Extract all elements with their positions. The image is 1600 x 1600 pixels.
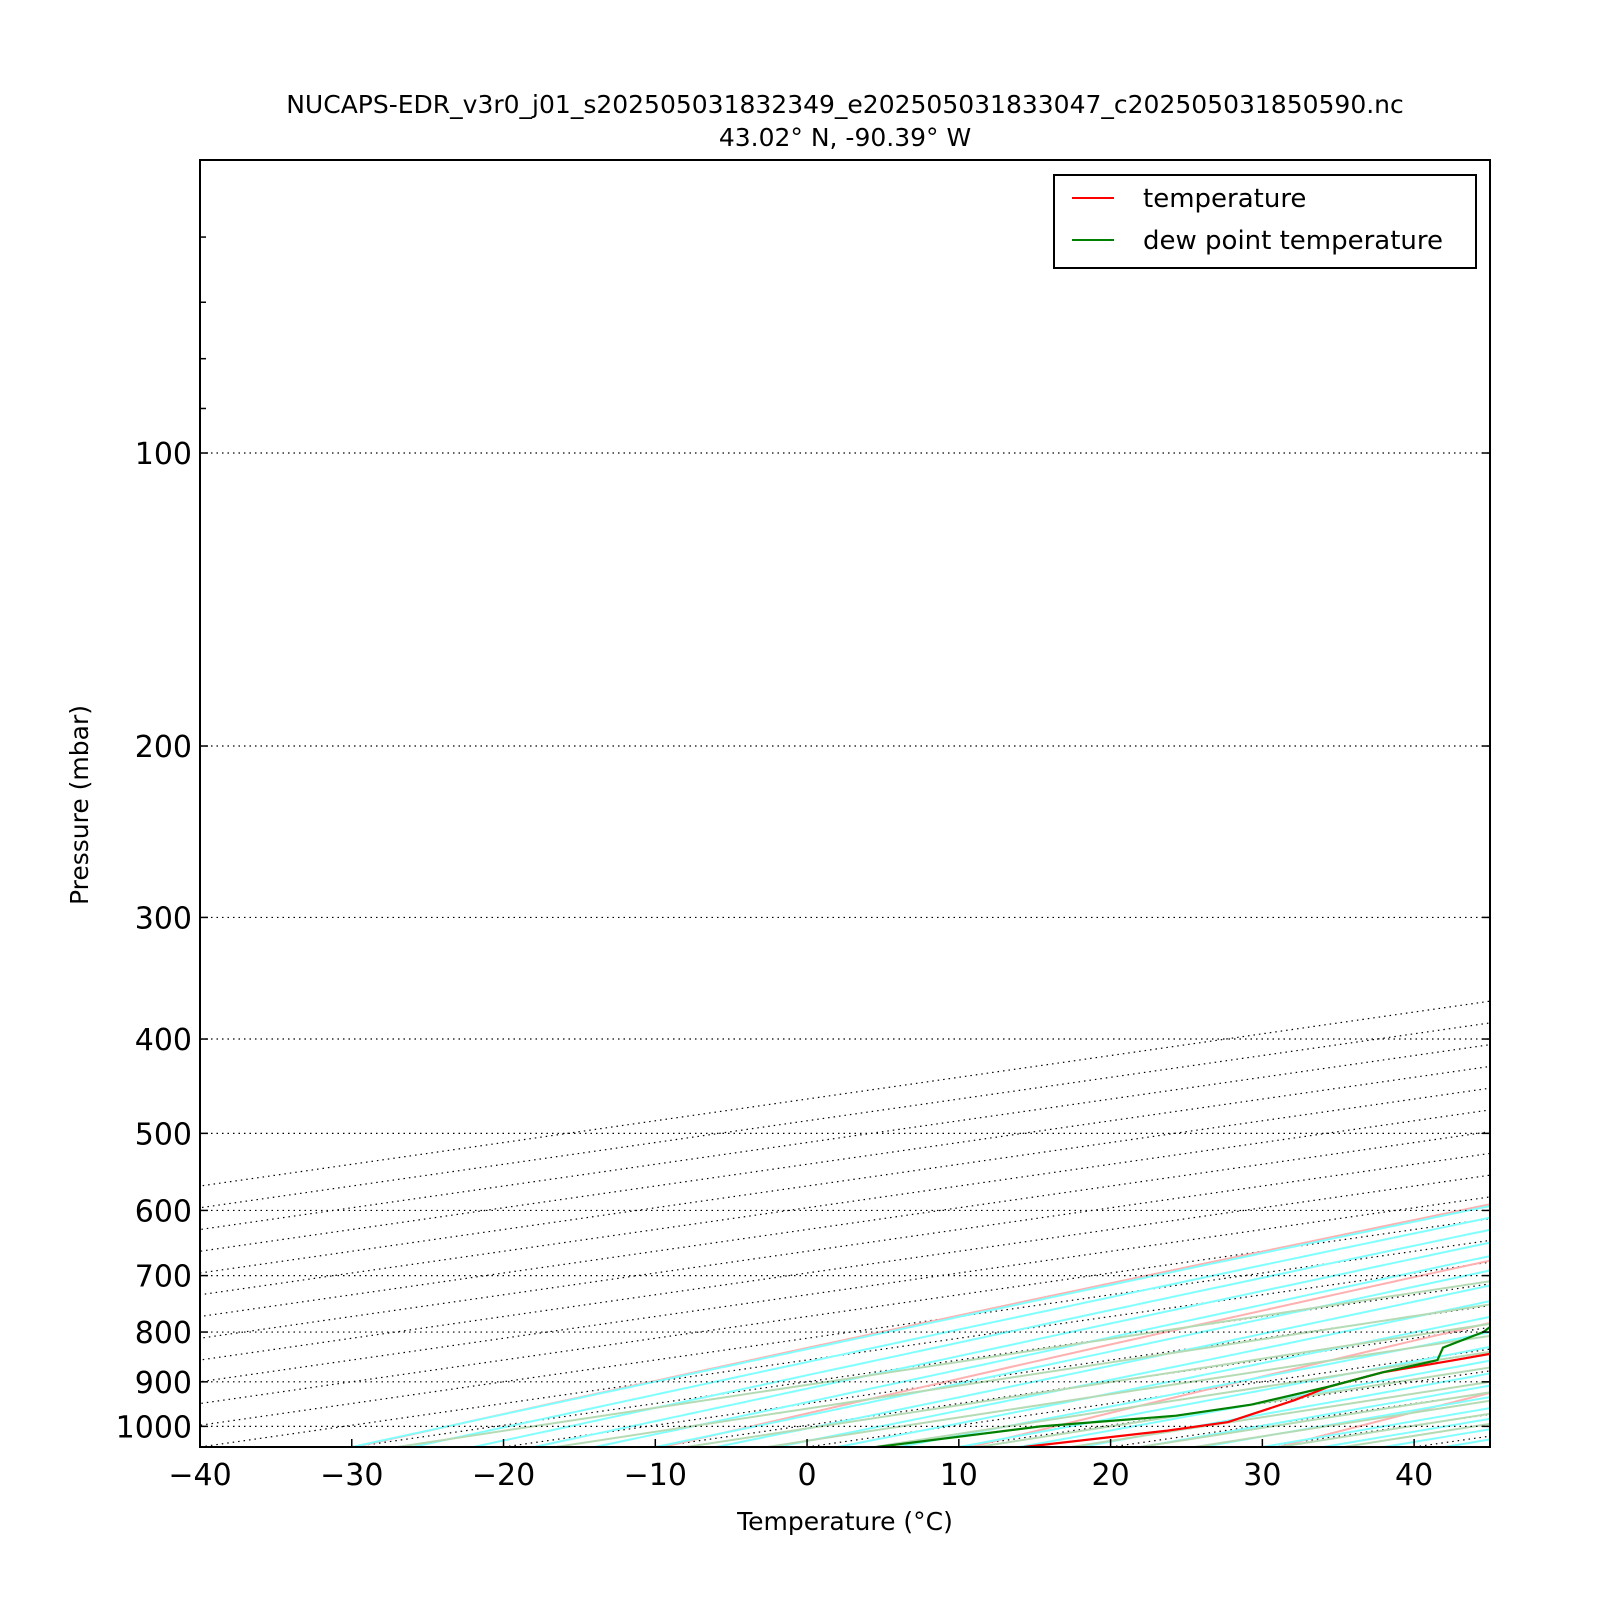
y-tick-label: 300 (135, 901, 192, 936)
dry-adiabat-line (1586, 160, 1600, 1447)
plot-frame (199, 159, 1491, 1448)
x-tick-label: 20 (1091, 1458, 1129, 1493)
mixing-ratio-line (1139, 1391, 1490, 1447)
isotherm-line (655, 1326, 1490, 1447)
x-tick-label: 0 (798, 1458, 817, 1493)
dewpoint-line (876, 1325, 1490, 1447)
y-tick-label: 400 (135, 1023, 192, 1058)
reference-lines (200, 160, 1600, 1447)
isotherm-line (200, 1174, 1490, 1361)
axis-ticks: −40 −30 −20 −10 0 10 20 30 40 100 200 300 400 500 600 7… (116, 159, 1490, 1493)
isotherm-line (200, 1152, 1490, 1339)
y-tick-label: 1000 (116, 1410, 192, 1445)
x-tick-label: 40 (1395, 1458, 1433, 1493)
isotherm-line (200, 1065, 1490, 1252)
isotherm-line (200, 1239, 1490, 1426)
chart-title: NUCAPS-EDR_v3r0_j01_s202505031832349_e20… (286, 90, 1404, 119)
x-tick-label: −40 (168, 1458, 231, 1493)
x-tick-label: −20 (472, 1458, 535, 1493)
y-tick-label: 600 (135, 1194, 192, 1229)
moist-adiabat-line (1080, 1372, 1490, 1447)
y-tick-label: 800 (135, 1316, 192, 1351)
pressure-gridlines (200, 452, 1490, 1427)
legend-box (1053, 174, 1477, 269)
moist-adiabat-line (897, 1331, 1490, 1447)
y-axis-label: Pressure (mbar) (65, 705, 94, 905)
moist-adiabat-line (1019, 1359, 1490, 1447)
mixing-ratio-line (767, 1334, 1490, 1447)
moist-adiabat-line (351, 1205, 1490, 1447)
temperature-line (1023, 1352, 1490, 1447)
dry-adiabat-line (970, 1321, 1490, 1447)
y-tick-label: 200 (135, 730, 192, 765)
isotherm-line (200, 1000, 1490, 1187)
mixing-ratio-line (397, 1280, 1490, 1447)
y-tick-label: 500 (135, 1117, 192, 1152)
moist-adiabat-line (594, 1255, 1490, 1447)
legend: temperature dew point temperature (1053, 174, 1477, 269)
moist-adiabat-line (472, 1228, 1490, 1447)
isotherm-line (200, 1087, 1490, 1274)
x-tick-label: −10 (624, 1458, 687, 1493)
dry-adiabat-line (662, 1259, 1490, 1447)
isotherm-line (200, 1261, 1490, 1447)
moist-adiabat-line (1140, 1384, 1490, 1447)
moist-adiabat-line (837, 1315, 1490, 1447)
isotherm-line (200, 1196, 1490, 1383)
chart-subtitle: 43.02° N, -90.39° W (719, 123, 971, 152)
legend-temperature-label: temperature (1143, 184, 1306, 214)
moist-adiabat-line (412, 1216, 1490, 1447)
moist-adiabat-line (533, 1241, 1490, 1447)
x-tick-label: 10 (940, 1458, 978, 1493)
isotherm-line (1414, 1435, 1490, 1447)
moist-adiabat-line (1383, 1428, 1490, 1447)
moist-adiabat-line (1444, 1438, 1490, 1447)
dry-adiabat-line (354, 1203, 1490, 1447)
isotherm-line (200, 1044, 1490, 1231)
mixing-ratio-line (1343, 1422, 1490, 1447)
moist-adiabat-line (776, 1300, 1490, 1447)
moist-adiabat-line (655, 1269, 1490, 1447)
legend-dewpoint-label: dew point temperature (1143, 226, 1443, 256)
y-tick-label: 900 (135, 1366, 192, 1401)
isotherm-line (806, 1348, 1490, 1447)
isotherm-line (200, 1109, 1490, 1296)
mixing-ratio-line (873, 1350, 1490, 1447)
x-axis-label: Temperature (°C) (736, 1507, 953, 1536)
x-tick-label: −30 (320, 1458, 383, 1493)
series-layer (876, 1325, 1490, 1447)
isotherm-line (200, 1218, 1490, 1405)
mixing-ratio-line (686, 1322, 1490, 1447)
isotherm-line (200, 1022, 1490, 1209)
x-tick-label: 30 (1243, 1458, 1281, 1493)
isotherm-line (1566, 160, 1600, 1447)
moist-adiabat-line (958, 1345, 1490, 1447)
isotherm-line (351, 1283, 1490, 1447)
y-tick-label: 700 (135, 1260, 192, 1295)
isotherm-line (200, 1131, 1490, 1318)
isotherm-line (1110, 1392, 1490, 1447)
moist-adiabat-line (715, 1284, 1490, 1447)
y-tick-label: 100 (135, 437, 192, 472)
isotherm-line (958, 1370, 1490, 1447)
moist-adiabat-line (1201, 1396, 1490, 1447)
mixing-ratio-line (1071, 1380, 1490, 1447)
mixing-ratio-line (555, 1303, 1490, 1447)
mixing-ratio-line (977, 1366, 1490, 1447)
